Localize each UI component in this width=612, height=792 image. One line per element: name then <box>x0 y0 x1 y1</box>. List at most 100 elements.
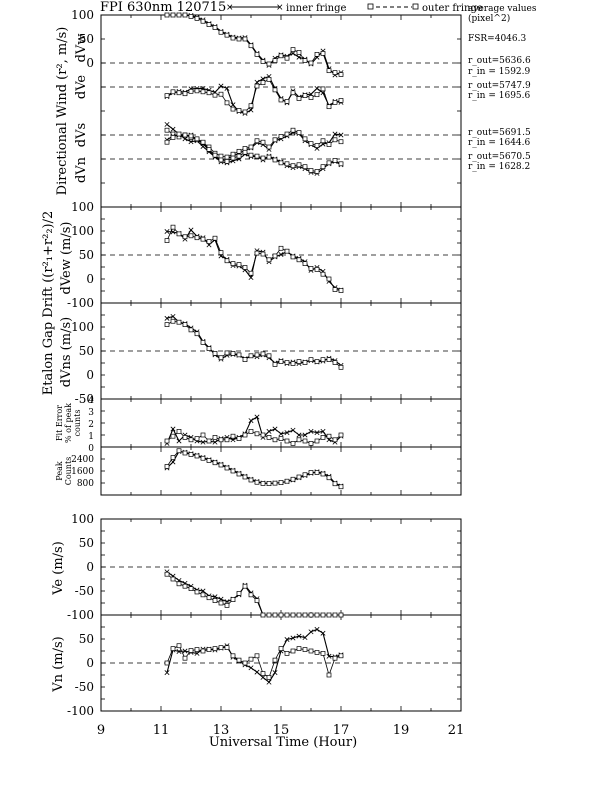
panel-dVns-series <box>164 313 344 370</box>
data-point-outer <box>230 155 236 161</box>
data-point-outer <box>164 238 170 243</box>
data-point-outer <box>188 14 194 19</box>
data-point-outer <box>200 18 206 24</box>
data-point-outer <box>200 648 206 654</box>
data-point-inner <box>248 665 254 671</box>
data-point-outer <box>254 479 260 485</box>
data-point-inner <box>338 132 344 138</box>
data-point-outer <box>218 153 224 159</box>
data-point-outer <box>176 231 182 237</box>
note-s-out: r_out=5691.5 <box>468 128 531 138</box>
data-point-outer <box>278 436 284 441</box>
data-point-outer <box>326 672 332 678</box>
data-point-outer <box>188 437 194 443</box>
data-point-outer <box>206 147 212 152</box>
data-point-outer <box>326 160 332 166</box>
data-point-outer <box>338 98 344 103</box>
data-point-outer <box>188 133 194 139</box>
data-point-outer <box>314 612 320 618</box>
panel-dVew-series <box>164 224 344 293</box>
data-point-outer <box>308 470 314 475</box>
data-point-outer <box>254 250 260 256</box>
ylabel-fit-error-2: % of peak <box>64 403 73 443</box>
series-outer-line <box>166 573 341 616</box>
legend-outer-label: outer fringe <box>422 3 483 14</box>
data-point-outer <box>248 429 254 434</box>
chart-title: FPI 630nm 120715 <box>100 0 226 15</box>
data-point-outer <box>314 52 320 57</box>
data-point-outer <box>296 437 302 443</box>
data-point-inner <box>248 275 254 281</box>
data-point-outer <box>254 352 260 358</box>
data-point-outer <box>308 441 314 446</box>
ytick-dir-bottom: 100 <box>71 200 94 214</box>
data-point-inner <box>260 674 266 680</box>
data-point-outer <box>314 470 320 475</box>
data-point-outer <box>260 59 266 64</box>
data-point-outer <box>200 340 206 345</box>
data-point-outer <box>236 148 242 154</box>
data-point-outer <box>332 437 338 443</box>
data-point-inner <box>314 85 320 91</box>
data-point-outer <box>248 43 254 49</box>
data-point-outer <box>224 645 230 650</box>
data-point-outer <box>326 612 332 618</box>
data-point-outer <box>242 109 248 115</box>
data-point-outer <box>278 53 284 59</box>
data-point-outer <box>224 32 230 38</box>
data-point-outer <box>188 233 194 239</box>
data-point-outer <box>266 435 272 440</box>
data-point-outer <box>278 480 284 485</box>
data-point-outer <box>266 481 272 486</box>
data-point-outer <box>236 36 242 42</box>
panel-peak_counts-series <box>164 448 344 490</box>
data-point-outer <box>254 153 260 159</box>
data-point-outer <box>164 139 170 145</box>
data-point-inner <box>278 431 284 437</box>
data-point-outer <box>308 141 314 146</box>
data-point-outer <box>260 481 266 486</box>
data-point-outer <box>338 364 344 370</box>
data-point-outer <box>212 435 218 440</box>
data-point-outer <box>284 438 290 444</box>
data-point-outer <box>260 139 266 145</box>
data-point-outer <box>200 432 206 438</box>
data-point-outer <box>170 12 176 18</box>
data-point-outer <box>230 597 236 602</box>
x-tick-labels: 9 11 13 15 17 19 21 <box>97 723 464 738</box>
data-point-outer <box>314 143 320 148</box>
data-point-inner <box>296 432 302 438</box>
data-point-outer <box>200 89 206 95</box>
data-point-outer <box>218 91 224 97</box>
data-point-outer <box>230 35 236 41</box>
data-point-outer <box>164 93 170 98</box>
xtick-15: 15 <box>273 723 290 738</box>
data-point-outer <box>230 151 236 157</box>
data-point-inner <box>182 648 188 654</box>
data-point-inner <box>320 428 326 434</box>
ytick-fit-2: 2 <box>88 420 94 430</box>
data-point-outer <box>302 438 308 444</box>
data-point-outer <box>326 276 332 282</box>
data-point-outer <box>170 135 176 140</box>
data-point-outer <box>242 36 248 42</box>
data-point-inner <box>176 648 182 654</box>
note-e-out: r_out=5747.9 <box>468 81 531 91</box>
data-point-outer <box>242 146 248 151</box>
data-point-inner <box>278 252 284 258</box>
data-point-outer <box>164 571 170 577</box>
note-w-out: r_out=5636.6 <box>468 56 531 66</box>
data-point-outer <box>182 91 188 97</box>
data-point-inner <box>332 131 338 137</box>
ytick-fit-3: 1 <box>88 432 94 442</box>
ylabel-dvns: dVns (m/s) <box>59 317 74 387</box>
data-point-outer <box>254 83 260 89</box>
data-point-outer <box>242 660 248 666</box>
data-point-outer <box>176 643 182 649</box>
data-point-outer <box>206 647 212 652</box>
data-point-outer <box>338 612 344 618</box>
data-point-outer <box>290 90 296 96</box>
data-point-outer <box>290 163 296 169</box>
data-point-outer <box>242 357 248 362</box>
legend-outer-marker-left <box>367 3 374 10</box>
